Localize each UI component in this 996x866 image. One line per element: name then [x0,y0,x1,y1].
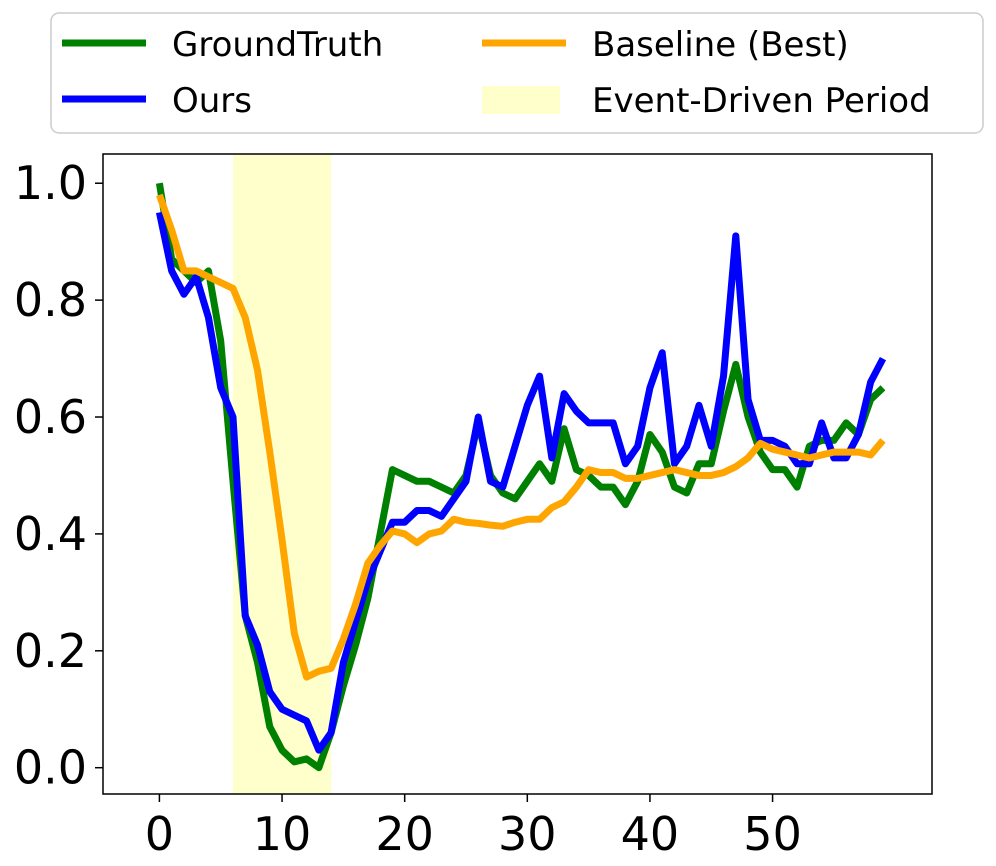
y-tick-label: 0.8 [14,273,87,327]
legend-label-ours: Ours [172,81,252,121]
x-tick-label: 10 [253,807,312,861]
plot-area [102,153,933,795]
axes-frame [102,153,933,795]
legend-label-groundtruth: GroundTruth [172,25,383,65]
legend-swatch-event-period [482,86,560,114]
series-layer [155,182,887,772]
x-tick-label: 0 [145,807,174,861]
y-tick-label: 1.0 [14,156,87,210]
series-line-groundtruth [155,182,886,772]
y-tick-label: 0.4 [14,507,87,561]
series-line-ours [155,211,887,754]
series-line-baseline-best [156,193,886,681]
x-tick-label: 20 [375,807,434,861]
x-tick-label: 30 [498,807,557,861]
legend-label-event-period: Event-Driven Period [592,81,931,121]
legend-frame [50,12,984,134]
y-axis: 0.0 0.2 0.4 0.6 0.8 1.0 [14,156,103,795]
y-tick-label: 0.6 [14,390,87,444]
legend: GroundTruth Baseline (Best) Ours Event-D… [50,12,984,134]
y-tick-label: 0.2 [14,624,87,678]
event-driven-shade [232,154,332,794]
y-tick-label: 0.0 [14,741,87,795]
x-tick-label: 50 [743,807,802,861]
x-axis: 0 10 20 30 40 50 [145,794,802,861]
x-tick-label: 40 [621,807,680,861]
legend-label-baseline: Baseline (Best) [592,25,849,65]
